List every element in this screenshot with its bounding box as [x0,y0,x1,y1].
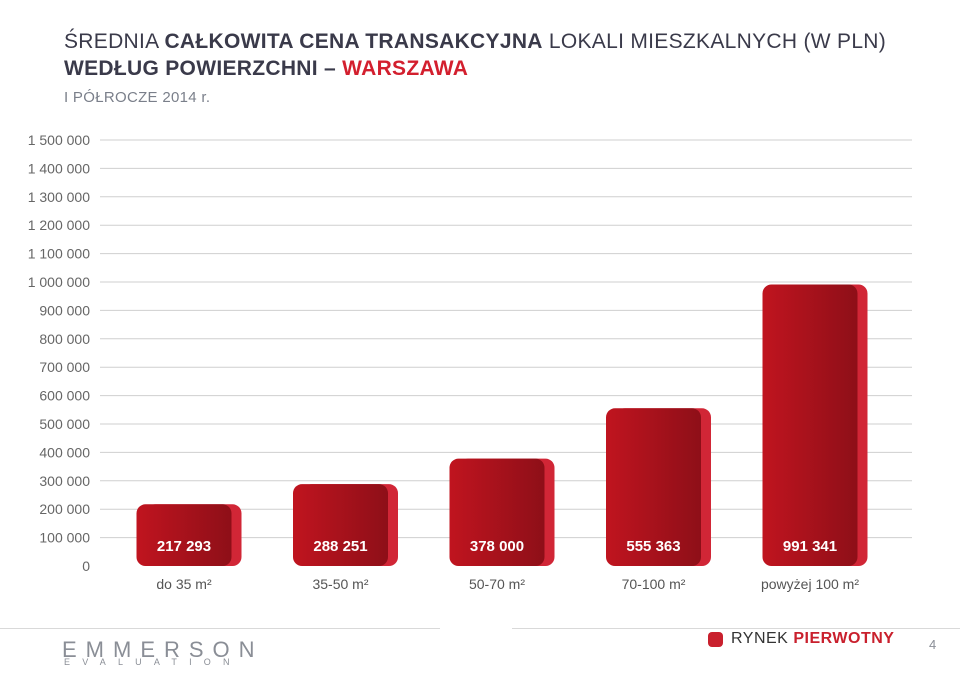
title-part-1: ŚREDNIA [64,30,159,53]
y-tick-label: 100 000 [39,530,90,546]
y-tick-label: 900 000 [39,302,90,318]
footer-divider-right [512,628,960,629]
brand-accent: PIERWOTNY [793,630,895,647]
y-tick-label: 1 200 000 [28,217,90,233]
x-tick-label: 35-50 m² [312,576,368,592]
brand-label: RYNEK PIERWOTNY [708,630,894,648]
y-tick-label: 500 000 [39,416,90,432]
y-tick-label: 1 000 000 [28,274,90,290]
title-part-4: WEDŁUG POWIERZCHNI – [64,57,336,80]
footer-divider-left [0,628,440,629]
logo-evaluation: EVALUATION [64,657,242,667]
bar [449,458,545,566]
x-tick-label: do 35 m² [156,576,212,592]
y-tick-label: 800 000 [39,331,90,347]
y-tick-label: 300 000 [39,473,90,489]
x-tick-label: 50-70 m² [469,576,525,592]
y-tick-label: 0 [82,558,90,574]
bar [762,284,858,566]
y-tick-label: 1 100 000 [28,246,90,262]
bar [606,408,701,566]
brand-square-icon [708,631,723,647]
bars: 217 293 288 251 378 000 555 363 991 341 [136,284,868,566]
y-tick-label: 600 000 [39,388,90,404]
chart-title: ŚREDNIA CAŁKOWITA CENA TRANSAKCYJNA LOKA… [64,28,924,82]
chart-subtitle: I PÓŁROCZE 2014 r. [64,89,211,106]
data-label: 217 293 [157,538,211,555]
y-tick-label: 400 000 [39,444,90,460]
y-tick-label: 700 000 [39,359,90,375]
title-part-2: CAŁKOWITA CENA TRANSAKCYJNA [164,30,543,53]
y-tick-label: 200 000 [39,501,90,517]
data-label: 991 341 [783,538,837,555]
bar [293,484,388,566]
y-axis: 0 100 000 200 000 300 000 400 000 500 000 600 … [28,132,91,574]
title-part-5: WARSZAWA [342,57,469,80]
title-part-3: LOKALI MIESZKALNYCH (W PLN) [548,30,887,53]
brand-plain: RYNEK [731,630,789,647]
bar [136,504,232,566]
x-tick-label: powyżej 100 m² [761,576,859,592]
x-axis: do 35 m² 35-50 m² 50-70 m² 70-100 m² powyżej… [156,576,859,592]
page-number: 4 [929,637,937,652]
y-tick-label: 1 500 000 [28,132,90,148]
data-label: 555 363 [626,538,680,555]
logo-emmerson: EMMERSON [62,637,264,662]
bar-chart: 0 100 000 200 000 300 000 400 000 500 000 600 … [28,132,912,592]
y-tick-label: 1 300 000 [28,189,90,205]
data-label: 378 000 [470,538,524,555]
data-label: 288 251 [313,538,367,555]
x-tick-label: 70-100 m² [622,576,686,592]
y-tick-label: 1 400 000 [28,160,90,176]
